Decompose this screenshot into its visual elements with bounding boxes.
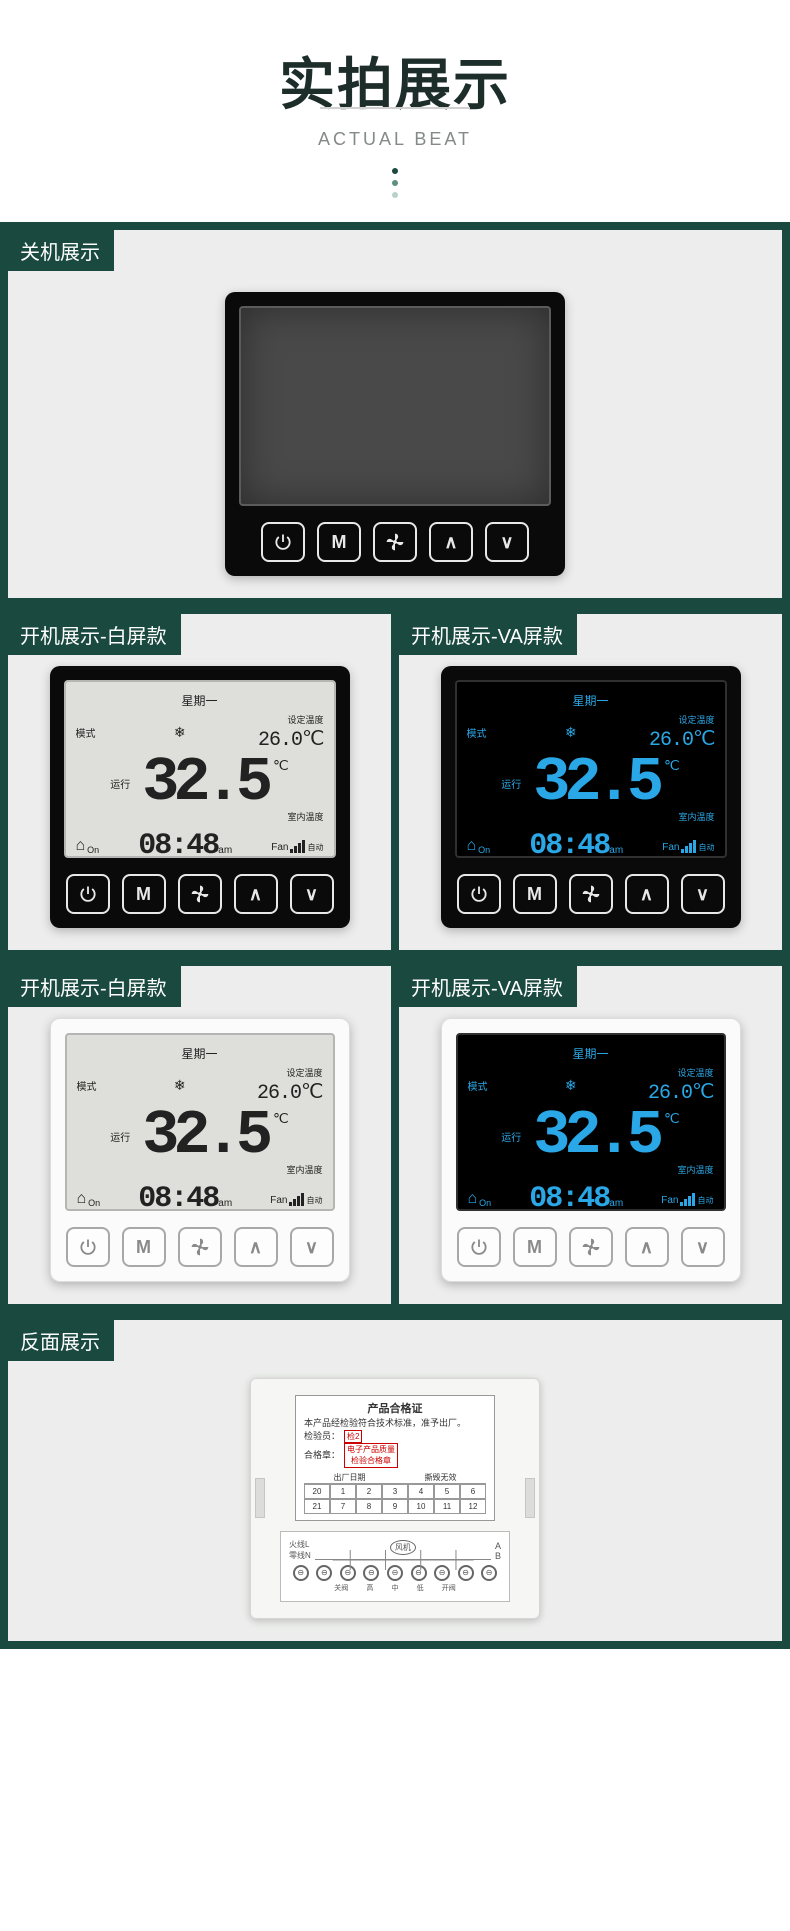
cert-date-row2: 21789101112 — [304, 1499, 486, 1514]
mode-button[interactable]: M — [513, 1227, 557, 1267]
thermostat-white-valcd: 星期一 模式 ❄ 设定温度26.0℃ 运行 32.5 ℃ 室内温度 ⌂On 0 — [441, 1018, 741, 1282]
pass-stamp: 电子产品质量 检验合格章 — [344, 1443, 398, 1467]
button-row: M ∧ ∨ — [66, 874, 334, 914]
up-button[interactable]: ∧ — [625, 1227, 669, 1267]
down-button[interactable]: ∨ — [681, 1227, 725, 1267]
panel-off: 关机展示 M ∧ ∨ — [8, 230, 782, 598]
button-row: M ∧ ∨ — [66, 1227, 334, 1267]
wiring-diagram: 火线L 零线N 风机 AB ⊖ ⊖ — [280, 1531, 510, 1602]
button-row: M ∧ ∨ — [261, 522, 529, 562]
lcd-main-unit: ℃ — [273, 758, 289, 775]
certificate-label: 产品合格证 本产品经检验符合技术标准，准予出厂。 检验员：检2 合格章：电子产品… — [295, 1395, 495, 1521]
terminal-icon: ⊖ — [293, 1565, 309, 1581]
mount-slot-icon — [525, 1478, 535, 1518]
page-subtitle: ACTUAL BEAT — [0, 129, 790, 150]
power-button[interactable] — [457, 1227, 501, 1267]
panel-label: 开机展示-白屏款 — [8, 614, 181, 655]
inspector-stamp: 检2 — [344, 1430, 362, 1443]
power-button[interactable] — [261, 522, 305, 562]
product-showcase-page: 实拍展示 ACTUAL BEAT 关机展示 M ∧ ∨ 开机展示-白 — [0, 0, 790, 1649]
up-button[interactable]: ∧ — [429, 522, 473, 562]
cert-title: 产品合格证 — [304, 1402, 486, 1417]
lcd-weekday: 星期一 — [572, 692, 608, 709]
fan-button[interactable] — [569, 1227, 613, 1267]
mode-button[interactable]: M — [122, 1227, 166, 1267]
terminal-labels: 关阀 高 中 低 开阀 — [289, 1583, 501, 1593]
thermostat-white-whitelcd: 星期一 模式 ❄ 设定温度26.0℃ 运行 32.5 ℃ 室内温度 ⌂On 0 — [50, 1018, 350, 1282]
panel-label: 关机展示 — [8, 230, 114, 271]
lcd-weekday: 星期一 — [181, 692, 217, 709]
row-black-devices: 开机展示-白屏款 星期一 模式 ❄ 设定温度 26.0℃ — [0, 606, 790, 958]
screen-off — [239, 306, 551, 506]
down-button[interactable]: ∨ — [485, 522, 529, 562]
row-back: 反面展示 产品合格证 本产品经检验符合技术标准，准予出厂。 检验员：检2 合格章… — [0, 1312, 790, 1649]
lcd-screen-white: 星期一 模式 ❄ 设定温度 26.0℃ 运行 32.5 ℃ — [64, 680, 336, 858]
lcd-screen-va: 星期一 模式 ❄ 设定温度 26.0℃ 运行 32.5 ℃ — [455, 680, 727, 858]
home-icon: ⌂On — [468, 1190, 492, 1208]
cert-date-row1: 20123456 — [304, 1484, 486, 1499]
home-icon: ⌂On — [77, 1190, 101, 1208]
mode-button[interactable]: M — [317, 522, 361, 562]
device-back: 产品合格证 本产品经检验符合技术标准，准予出厂。 检验员：检2 合格章：电子产品… — [250, 1378, 540, 1619]
panel-label: 开机展示-白屏款 — [8, 966, 181, 1007]
mode-button[interactable]: M — [513, 874, 557, 914]
button-row: M ∧ ∨ — [457, 1227, 725, 1267]
fan-button[interactable] — [373, 522, 417, 562]
panel-white-white-lcd: 开机展示-白屏款 星期一 模式 ❄ 设定温度26.0℃ 运行 32.5 ℃ 室内… — [8, 966, 391, 1304]
down-button[interactable]: ∨ — [290, 1227, 334, 1267]
snowflake-icon: ❄ — [174, 724, 186, 741]
down-button[interactable]: ∨ — [681, 874, 725, 914]
lcd-screen-white: 星期一 模式 ❄ 设定温度26.0℃ 运行 32.5 ℃ 室内温度 ⌂On 0 — [65, 1033, 335, 1211]
snowflake-icon: ❄ — [565, 724, 577, 741]
lcd-mode-label: 模式 — [76, 725, 102, 740]
lcd-fan: Fan自动 — [662, 840, 714, 853]
home-icon: ⌂On — [76, 837, 100, 855]
snowflake-icon: ❄ — [174, 1077, 186, 1094]
snowflake-icon: ❄ — [565, 1077, 577, 1094]
lcd-set-label: 设定温度 — [258, 713, 323, 726]
lcd-screen-va: 星期一 模式 ❄ 设定温度26.0℃ 运行 32.5 ℃ 室内温度 ⌂On 0 — [456, 1033, 726, 1211]
panel-label: 开机展示-VA屏款 — [399, 966, 577, 1007]
row-white-devices: 开机展示-白屏款 星期一 模式 ❄ 设定温度26.0℃ 运行 32.5 ℃ 室内… — [0, 958, 790, 1312]
up-button[interactable]: ∧ — [234, 874, 278, 914]
lcd-main-temp: 32.5 — [142, 752, 267, 814]
up-button[interactable]: ∧ — [234, 1227, 278, 1267]
lcd-clock: 08:48 — [138, 829, 218, 863]
mount-slot-icon — [255, 1478, 265, 1518]
panel-back: 反面展示 产品合格证 本产品经检验符合技术标准，准予出厂。 检验员：检2 合格章… — [8, 1320, 782, 1641]
fan-button[interactable] — [178, 874, 222, 914]
button-row: M ∧ ∨ — [457, 874, 725, 914]
thermostat-black-valcd: 星期一 模式 ❄ 设定温度 26.0℃ 运行 32.5 ℃ — [441, 666, 741, 928]
decor-dots — [0, 168, 790, 198]
panel-label: 开机展示-VA屏款 — [399, 614, 577, 655]
down-button[interactable]: ∨ — [290, 874, 334, 914]
fan-button[interactable] — [569, 874, 613, 914]
lcd-main-temp: 32.5 — [533, 752, 658, 814]
panel-black-va-lcd: 开机展示-VA屏款 星期一 模式 ❄ 设定温度 26.0℃ — [399, 614, 782, 950]
lcd-fan: Fan自动 — [271, 840, 323, 853]
thermostat-black-whitelcd: 星期一 模式 ❄ 设定温度 26.0℃ 运行 32.5 ℃ — [50, 666, 350, 928]
up-button[interactable]: ∧ — [625, 874, 669, 914]
home-icon: ⌂On — [467, 837, 491, 855]
fan-button[interactable] — [178, 1227, 222, 1267]
panel-white-va-lcd: 开机展示-VA屏款 星期一 模式 ❄ 设定温度26.0℃ 运行 32.5 ℃ 室… — [399, 966, 782, 1304]
row-off: 关机展示 M ∧ ∨ — [0, 222, 790, 606]
power-button[interactable] — [457, 874, 501, 914]
title-divider — [320, 107, 470, 109]
power-button[interactable] — [66, 874, 110, 914]
cert-desc: 本产品经检验符合技术标准，准予出厂。 — [304, 1417, 486, 1430]
header: 实拍展示 ACTUAL BEAT — [0, 0, 790, 222]
mode-button[interactable]: M — [122, 874, 166, 914]
power-button[interactable] — [66, 1227, 110, 1267]
panel-black-white-lcd: 开机展示-白屏款 星期一 模式 ❄ 设定温度 26.0℃ — [8, 614, 391, 950]
panel-label: 反面展示 — [8, 1320, 114, 1361]
thermostat-device-off: M ∧ ∨ — [225, 292, 565, 576]
lcd-run-label: 运行 — [110, 776, 136, 791]
